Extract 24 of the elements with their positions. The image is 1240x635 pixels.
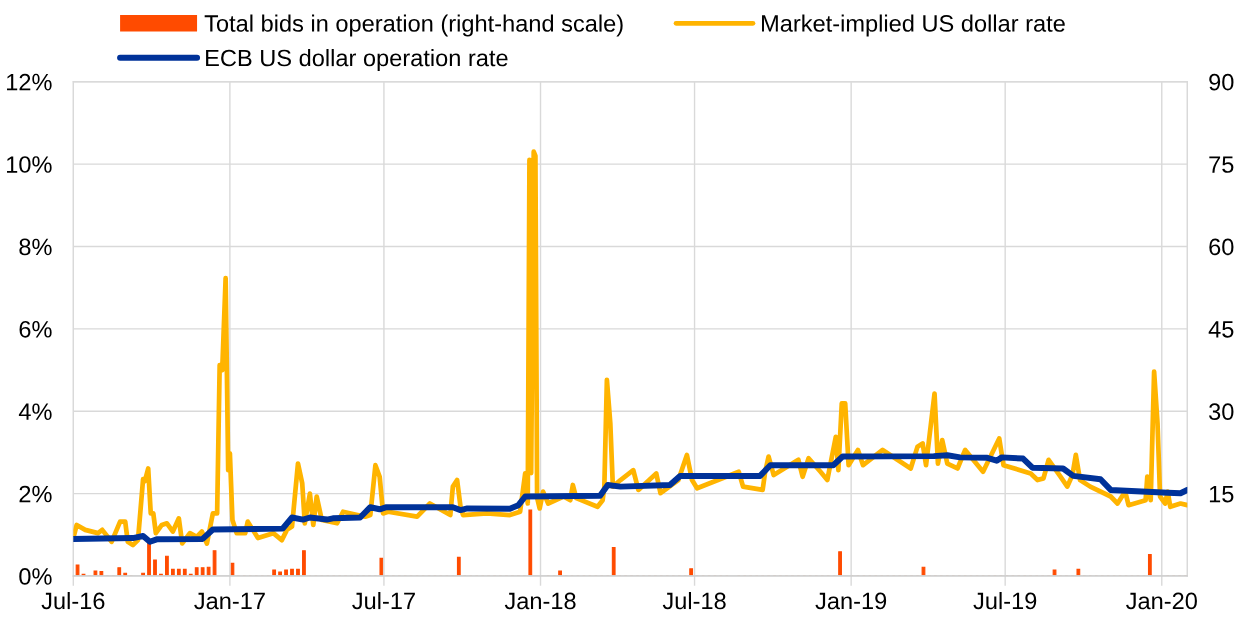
x-tick-label: Jan-20 bbox=[1126, 592, 1197, 610]
x-tick-label: Jul-17 bbox=[352, 591, 415, 610]
y2-tick-label: 90 bbox=[1209, 73, 1234, 91]
y2-tick-label: 45 bbox=[1208, 321, 1234, 338]
y2-tick-label: 60 bbox=[1209, 238, 1234, 256]
x-tick-label: Jan-19 bbox=[815, 592, 887, 610]
legend-label: Total bids in operation (right-hand scale) bbox=[204, 14, 623, 37]
legend-label: Market-implied US dollar rate bbox=[762, 14, 1065, 37]
legend-label: ECB US dollar operation rate bbox=[206, 49, 508, 72]
y2-tick-label: 15 bbox=[1209, 485, 1234, 503]
y-tick-label: 8% bbox=[19, 238, 52, 256]
y-tick-label: 0% bbox=[19, 568, 52, 585]
y-tick-label: 10% bbox=[7, 156, 52, 173]
x-tick-label: Jul-18 bbox=[662, 591, 726, 610]
x-tick-label: Jan-18 bbox=[504, 592, 576, 610]
x-tick-label: Jul-16 bbox=[41, 591, 105, 610]
y-tick-label: 6% bbox=[19, 320, 52, 338]
y-tick-label: 2% bbox=[19, 485, 52, 503]
x-tick-label: Jan-17 bbox=[194, 592, 265, 610]
y-tick-label: 4% bbox=[18, 403, 52, 420]
y2-tick-label: 75 bbox=[1209, 156, 1234, 173]
y-tick-label: 12% bbox=[7, 73, 52, 91]
y2-tick-label: 30 bbox=[1209, 403, 1234, 421]
x-tick-label: Jul-19 bbox=[973, 591, 1037, 610]
